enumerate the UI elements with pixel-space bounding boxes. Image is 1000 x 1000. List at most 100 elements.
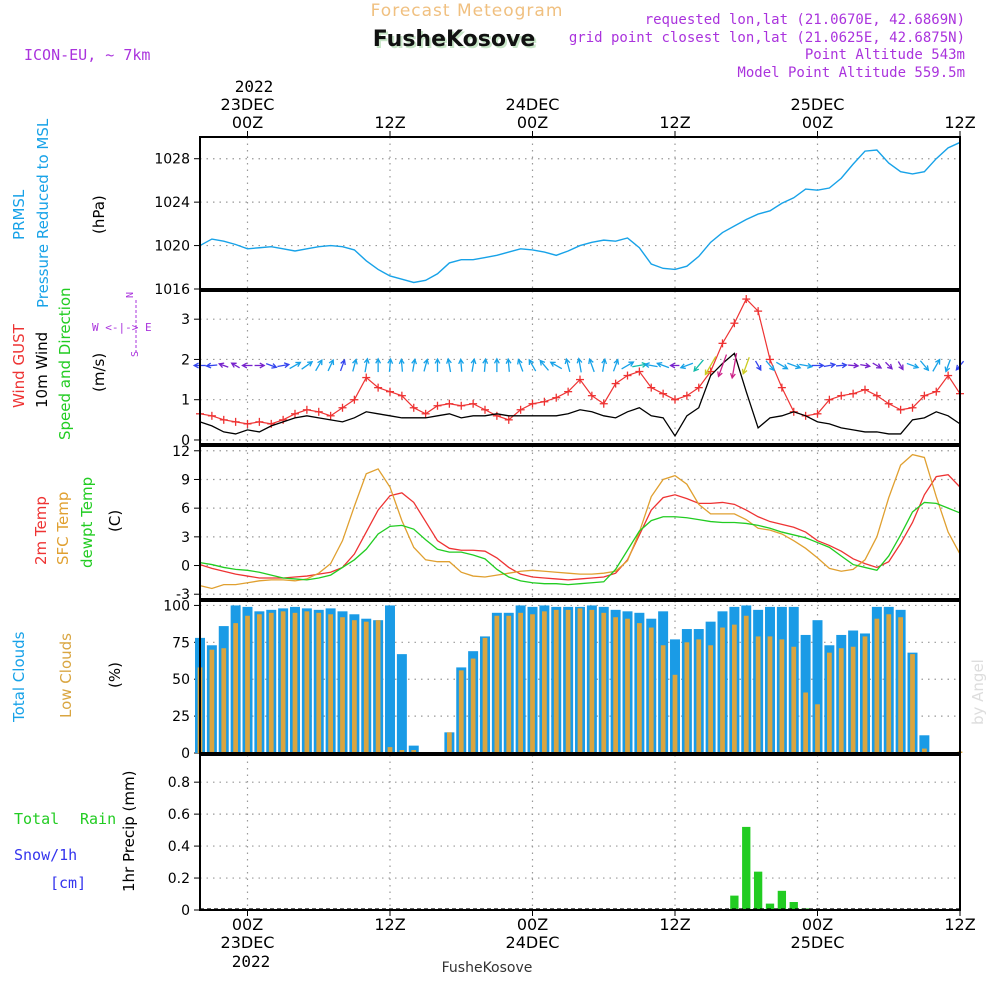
gust-marker [694,383,703,392]
y-tick-label: -3 [176,587,190,603]
bottom-day-label: 23DEC [221,933,275,952]
temp-panel: -3 0 3 6 9 12 [172,444,960,603]
gust-marker [564,387,573,396]
gust-marker [872,391,881,400]
wind-arrow-shaft [657,362,670,369]
top-day-label: 23DEC [221,95,275,114]
gust-marker [623,371,632,380]
wind-arrow-head [205,362,212,369]
credit-text: by Angel [969,659,987,725]
low-cloud-bar [470,658,476,753]
low-cloud-bar [862,636,868,753]
gust-marker [409,403,418,412]
wind-gust-label: Wind GUST [10,323,28,408]
dewpt-temp-line [199,501,961,586]
wind-arrow [315,358,323,372]
low-cloud-bar [577,608,583,753]
bottom-hour-label: 00Z [802,915,833,934]
low-cloud-bar [352,620,357,753]
gust-marker [552,393,561,402]
wind-arrow-head [818,362,825,369]
wind-arrow-head [271,363,278,369]
wind-arrow-shaft [364,358,369,373]
gust-marker [659,389,668,398]
wind-arrow [932,358,941,372]
wind-arrow-head [769,365,775,372]
wind-arrow [741,356,750,376]
total-cloud-bar [396,654,407,753]
low-cloud-bar [720,627,725,753]
temp-labels: 2m Temp SFC Temp dewpt Temp (C) [32,477,124,568]
gust-marker [932,387,941,396]
sfc-temp-line [199,453,961,590]
temp-unit: (C) [106,510,124,532]
wind-arrow-shaft [301,361,313,370]
wind-arrow-shaft [483,359,487,372]
wind-arrow-head [398,357,405,365]
y-tick-label: 0.2 [168,871,190,887]
gust-marker [718,339,727,348]
low-cloud-bar [803,692,808,753]
y-tick-label: 25 [172,709,190,725]
low-cloud-bar [447,732,452,753]
wind-arrow [704,356,717,376]
low-cloud-bar [387,747,393,753]
gust-marker [576,375,584,384]
wind-arrow-shaft [588,358,595,373]
gust-marker [635,367,644,376]
pressure-unit: (hPa) [90,195,108,234]
gust-marker [742,295,751,304]
wind-arrow [301,361,314,370]
wind-arrow-head [446,357,452,364]
low-cloud-bar [660,645,666,753]
wind-arrow [643,362,658,369]
gust-marker [671,395,679,404]
closest-coords: grid point closest lon,lat (21.0625E, 42… [569,30,965,46]
low-cloud-bar [684,642,690,753]
wind-arrow-shaft [471,359,475,372]
low-cloud-bar [506,615,512,753]
gust-marker [207,411,216,420]
wind-arrow-shaft [339,359,346,372]
wind-arrow-head [782,364,789,370]
wind-arrow [906,362,920,369]
rain-bar [742,826,751,910]
precip-cm-label: [cm] [50,874,86,892]
wind-arrow-shaft [289,361,301,370]
wind-arrow-head [259,362,266,369]
total-clouds-label: Total Clouds [10,631,28,723]
wind-speed-line [199,352,961,438]
wind-arrow-head [795,363,802,370]
wind-arrow-head [217,362,225,369]
wind-arrow-head [375,357,382,364]
wind-arrow [621,361,635,370]
wind-arrow-shaft [460,359,463,372]
wind-arrow [787,362,802,370]
gust-marker [611,379,620,388]
wind-arrow-shaft [693,359,704,372]
low-cloud-bar [850,646,856,753]
low-cloud-bar [304,611,310,753]
total-cloud-bar [812,620,823,753]
gust-marker [754,307,763,316]
wind-arrow-shaft [447,358,452,373]
wind-arrow-shaft [717,354,728,377]
y-tick-label: 75 [172,635,190,651]
wind-arrow-head [539,359,546,366]
gust-marker [433,401,442,410]
y-tick-label: 0 [181,903,190,919]
wind-arrow [564,357,571,373]
wind-arrow-head [717,371,723,378]
footer-station: FusheKosove [442,960,533,976]
top-title: Forecast Meteogram [371,1,564,21]
gust-marker [302,405,311,414]
wind-arrow-shaft [932,359,941,372]
wind-arrow [897,361,904,371]
wind-arrow [398,357,405,372]
low-cloud-bar [589,609,595,753]
wind-arrow-head [588,357,594,365]
low-cloud-bar [257,614,262,753]
rain-bar [730,895,739,910]
low-cloud-bar [221,648,227,753]
wind-arrow-shaft [578,358,582,373]
